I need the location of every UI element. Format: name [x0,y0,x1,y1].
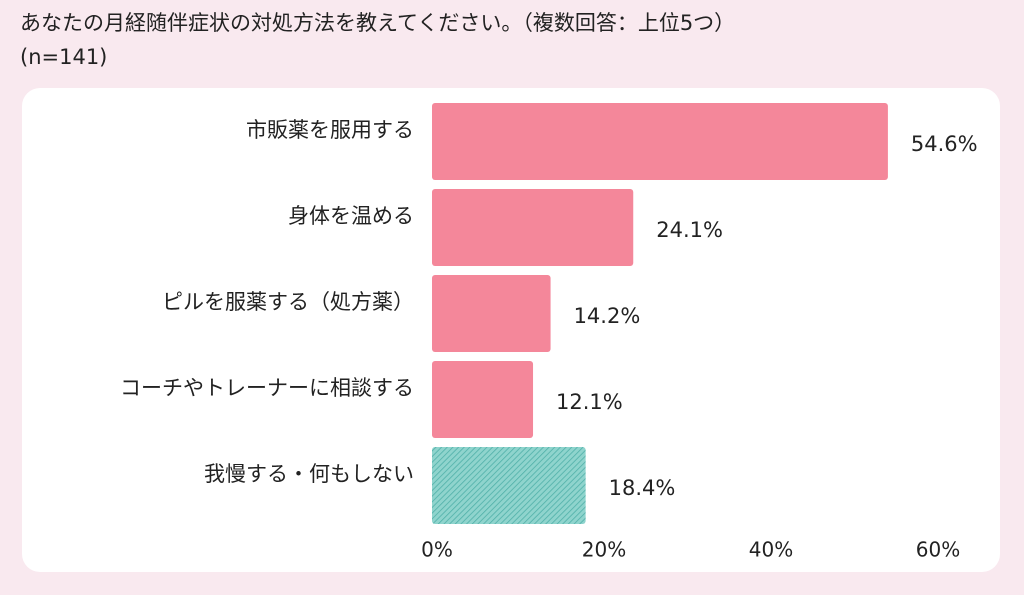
value-label-4: 12.1% [556,390,623,414]
value-label-5: 18.4% [609,476,676,500]
bar-4 [432,361,534,438]
bar-1 [432,103,888,180]
sample-size: (n=141) [20,45,108,69]
category-label-2: 身体を温める [288,204,414,228]
x-tick-label-0: 0% [421,538,453,562]
bar-2 [432,189,634,266]
category-label-4: コーチやトレーナーに相談する [120,376,414,400]
labels-layer: 市販薬を服用する 54.6% 身体を温める 24.1% ピルを服薬する（処方薬） 14.2… [120,118,978,500]
bar-3 [432,275,551,352]
value-label-1: 54.6% [911,132,978,156]
bars-layer [432,103,888,524]
value-label-2: 24.1% [656,218,723,242]
category-label-5: 我慢する・何もしない [204,462,414,486]
bar-5 [432,447,586,524]
chart-title: あなたの月経随伴症状の対処方法を教えてください。（複数回答：上位5つ） (n=1… [20,6,1010,74]
x-tick-label-40: 40% [749,538,793,562]
x-tick-label-20: 20% [582,538,626,562]
x-axis-ticks: 0% 20% 40% 60% [421,538,960,562]
category-label-3: ピルを服薬する（処方薬） [162,290,414,314]
x-tick-label-60: 60% [916,538,960,562]
chart-title-line1: あなたの月経随伴症状の対処方法を教えてください。（複数回答：上位5つ） [20,11,736,35]
category-label-1: 市販薬を服用する [246,118,414,142]
value-label-3: 14.2% [574,304,641,328]
